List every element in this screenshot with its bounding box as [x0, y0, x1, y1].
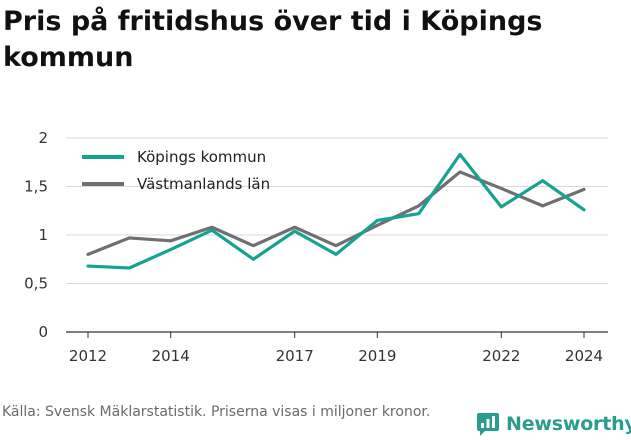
x-tick-label: 2014	[152, 347, 190, 365]
series-line-kopings-kommun	[86, 152, 586, 270]
y-axis: 0 0,5 1 1,5 2	[24, 129, 48, 341]
chart-title: Pris på fritidshus över tid i Köpings ko…	[3, 6, 543, 73]
x-tick-label: 2017	[276, 347, 314, 365]
legend-label: Köpings kommun	[137, 148, 266, 166]
x-tick-label: 2024	[565, 347, 603, 365]
newsworthy-logo-icon	[477, 413, 499, 436]
series-line-vastmanlands-lan	[86, 170, 586, 256]
y-tick-label: 2	[38, 129, 48, 147]
y-tick-label: 0	[38, 323, 48, 341]
chart-grid	[66, 137, 608, 333]
line-chart: 0 0,5 1 1,5 2 2012 2014 2017 2019 2022 2024 Köpin…	[24, 129, 608, 365]
x-axis: 2012 2014 2017 2019 2022 2024	[69, 332, 603, 365]
y-tick-label: 1,5	[24, 178, 48, 196]
brand-name: Newsworthy	[506, 413, 631, 435]
chart-legend: Köpings kommun Västmanlands län	[82, 148, 270, 193]
series-lines	[86, 152, 586, 270]
source-note: Källa: Svensk Mäklarstatistik. Priserna …	[2, 404, 431, 420]
x-tick-label: 2019	[358, 347, 396, 365]
y-tick-label: 1	[38, 226, 48, 244]
legend-label: Västmanlands län	[137, 175, 270, 193]
brand-logo: Newsworthy	[476, 408, 631, 440]
x-tick-label: 2022	[482, 347, 520, 365]
y-tick-label: 0,5	[24, 275, 48, 293]
x-tick-label: 2012	[69, 347, 107, 365]
